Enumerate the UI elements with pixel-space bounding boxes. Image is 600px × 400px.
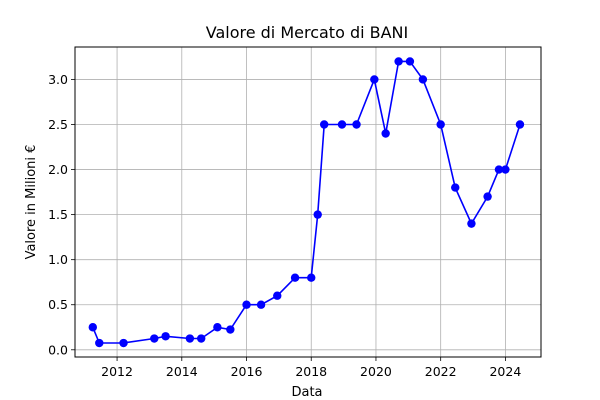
y-axis-label: Valore in Milioni €	[24, 145, 39, 260]
chart-title: Valore di Mercato di BANI	[206, 23, 409, 42]
data-point	[88, 323, 97, 332]
data-point	[313, 210, 322, 219]
x-axis-label: Data	[291, 385, 322, 400]
data-point	[515, 120, 525, 129]
data-point	[436, 120, 445, 129]
data-point	[418, 75, 428, 84]
plot-frame	[74, 46, 542, 358]
x-axis-ticks: 2012 2014 2016 2018 2020 2022 2024	[101, 357, 521, 379]
x-tick-label: 2022	[425, 364, 457, 379]
x-tick-label: 2020	[360, 364, 392, 379]
data-series	[88, 57, 525, 348]
data-point	[319, 120, 329, 129]
data-point	[273, 291, 282, 300]
data-point	[394, 57, 403, 66]
data-point	[494, 165, 504, 174]
data-point	[150, 334, 159, 343]
y-tick-label: 0.0	[48, 342, 68, 357]
data-point	[337, 120, 347, 129]
data-point	[307, 273, 316, 282]
data-point	[381, 129, 390, 138]
data-point	[451, 183, 460, 192]
grid-lines	[75, 47, 541, 357]
y-tick-label: 2.5	[48, 117, 68, 132]
data-point	[467, 219, 476, 228]
y-tick-label: 3.0	[48, 72, 68, 87]
x-tick-label: 2012	[101, 364, 133, 379]
x-tick-label: 2018	[295, 364, 327, 379]
data-point	[242, 300, 251, 309]
data-point	[405, 57, 415, 66]
y-tick-label: 2.0	[48, 162, 68, 177]
data-point	[213, 323, 222, 332]
data-point	[161, 332, 170, 341]
data-point	[352, 120, 361, 129]
data-point	[95, 338, 104, 348]
y-tick-label: 1.5	[48, 207, 68, 222]
data-point	[483, 192, 492, 201]
x-tick-label: 2014	[166, 364, 198, 379]
data-point	[226, 325, 235, 334]
x-tick-label: 2016	[231, 364, 263, 379]
data-point	[370, 75, 379, 84]
y-tick-label: 1.0	[48, 252, 68, 267]
y-tick-label: 0.5	[48, 297, 68, 312]
y-axis-ticks: 0.0 0.5 1.0 1.5 2.0 2.5 3.0	[48, 72, 75, 357]
x-tick-label: 2024	[489, 364, 521, 379]
data-point	[256, 300, 266, 309]
data-point	[185, 334, 195, 343]
data-point	[501, 165, 510, 174]
data-point	[290, 273, 300, 282]
data-point	[119, 338, 128, 348]
data-point	[197, 334, 206, 343]
